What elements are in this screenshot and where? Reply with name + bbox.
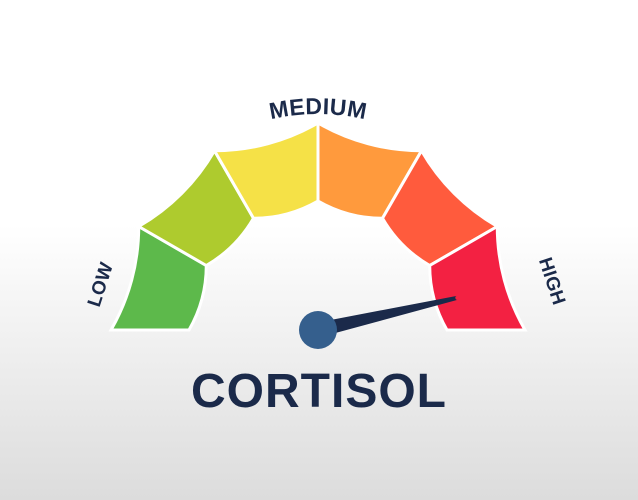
svg-text:MEDIUM: MEDIUM [267, 93, 369, 124]
